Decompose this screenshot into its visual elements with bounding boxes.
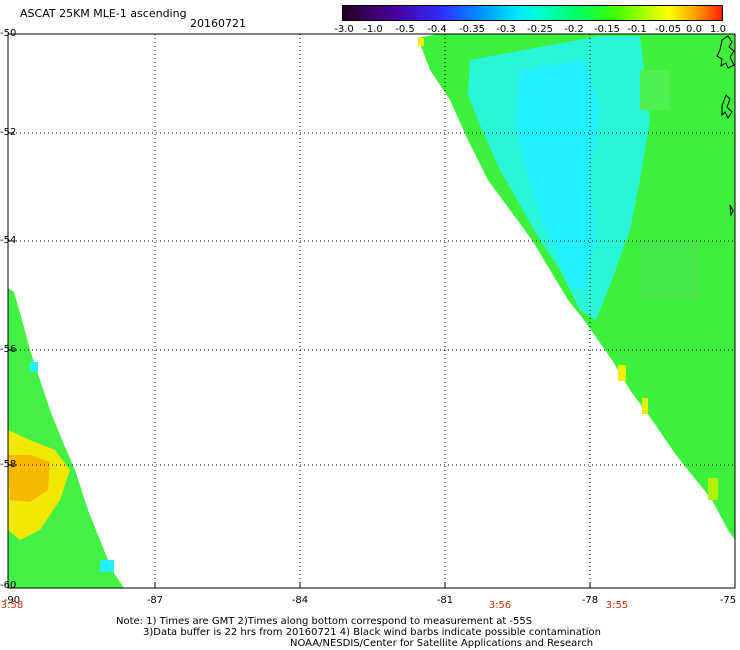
colorbar-tick: -0.25 (527, 24, 553, 35)
swath-patch (418, 38, 424, 46)
colorbar-tick: -0.4 (427, 24, 447, 35)
colorbar-tick: -0.2 (564, 24, 584, 35)
colorbar-tick: -0.35 (459, 24, 485, 35)
lon-label: -87 (146, 595, 164, 606)
colorbar (342, 5, 723, 21)
axis-ticks (8, 132, 591, 588)
lat-label: -52 (0, 127, 17, 138)
colorbar-tick: -0.1 (627, 24, 647, 35)
lon-label: -84 (291, 595, 309, 606)
colorbar-tick: -3.0 (334, 24, 354, 35)
time-label: 3:58 (0, 600, 24, 611)
swath-patch (30, 362, 38, 372)
map-frame (7, 33, 736, 589)
swath-west-orange (8, 455, 50, 502)
map-date: 20160721 (190, 17, 246, 30)
lon-label: -75 (719, 595, 737, 606)
time-label: 3:56 (488, 600, 512, 611)
lon-label: -81 (436, 595, 454, 606)
swath-east-core-inner (515, 60, 600, 290)
colorbar-tick: 0.0 (686, 24, 702, 35)
time-label: 3:55 (605, 600, 629, 611)
map-title: ASCAT 25KM MLE-1 ascending (20, 7, 187, 20)
note-line-1: Note: 1) Times are GMT 2)Times along bot… (116, 616, 533, 627)
note-line-3: NOAA/NESDIS/Center for Satellite Applica… (290, 638, 594, 649)
note-line-2: 3)Data buffer is 22 hrs from 20160721 4)… (143, 627, 601, 638)
colorbar-tick: -1.0 (363, 24, 383, 35)
swath-patch (618, 365, 626, 381)
lon-label: -90 (3, 595, 21, 606)
lat-label: -50 (0, 28, 17, 39)
swath-patch (708, 478, 718, 500)
lon-label: -78 (581, 595, 599, 606)
lat-label: -58 (0, 459, 17, 470)
colorbar-tick: -0.05 (655, 24, 681, 35)
colorbar-tick: 1.0 (710, 24, 726, 35)
swath-patch (100, 560, 114, 572)
swath-patch (640, 70, 670, 110)
lat-label: -60 (0, 580, 17, 591)
colorbar-tick: -0.5 (395, 24, 415, 35)
lon-gridlines (154, 34, 591, 588)
coastline (716, 35, 735, 217)
swath-patch (640, 240, 700, 300)
lat-label: -54 (0, 235, 17, 246)
lat-label: -56 (0, 344, 17, 355)
swath-patch (642, 398, 648, 414)
colorbar-tick: -0.3 (496, 24, 516, 35)
colorbar-tick: -0.15 (594, 24, 620, 35)
